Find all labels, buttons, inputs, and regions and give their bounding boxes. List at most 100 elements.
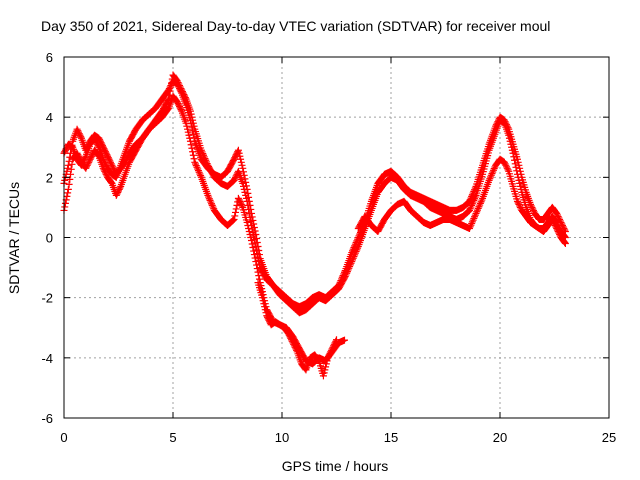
data-point bbox=[239, 164, 247, 172]
data-point bbox=[528, 203, 536, 211]
data-point bbox=[75, 128, 83, 136]
grid-lines bbox=[64, 57, 609, 418]
data-point bbox=[76, 155, 84, 163]
data-point bbox=[115, 187, 122, 195]
data-point bbox=[84, 160, 92, 168]
data-point bbox=[76, 131, 84, 139]
y-tick-label: 6 bbox=[46, 50, 53, 65]
data-point bbox=[351, 242, 359, 250]
data-point bbox=[73, 149, 81, 157]
data-point bbox=[83, 163, 91, 171]
data-point bbox=[550, 218, 558, 226]
data-point bbox=[474, 204, 482, 212]
data-point bbox=[488, 170, 496, 178]
data-point bbox=[186, 137, 194, 145]
data-point bbox=[338, 273, 346, 281]
data-point bbox=[335, 282, 343, 290]
data-point bbox=[246, 230, 254, 238]
data-point bbox=[513, 197, 521, 205]
data-point bbox=[348, 249, 356, 257]
data-point bbox=[262, 309, 270, 317]
data-point bbox=[485, 176, 493, 184]
data-point bbox=[61, 146, 69, 154]
data-point bbox=[237, 155, 245, 163]
data-point bbox=[61, 176, 69, 184]
data-point bbox=[74, 151, 82, 159]
data-point bbox=[319, 372, 327, 380]
data-point bbox=[469, 216, 477, 224]
data-point bbox=[339, 272, 347, 280]
data-point bbox=[288, 337, 296, 345]
data-point bbox=[234, 194, 242, 202]
data-point bbox=[551, 220, 558, 228]
data-point bbox=[237, 200, 245, 208]
data-point bbox=[252, 258, 260, 266]
data-point bbox=[253, 261, 261, 269]
data-point bbox=[503, 121, 511, 129]
data-point bbox=[321, 366, 329, 374]
data-point bbox=[86, 155, 94, 163]
data-point bbox=[97, 139, 105, 147]
data-point bbox=[516, 164, 524, 172]
data-point bbox=[63, 167, 71, 175]
data-point bbox=[259, 297, 267, 305]
data-point bbox=[238, 202, 246, 210]
data-point bbox=[466, 223, 474, 231]
data-point bbox=[236, 152, 244, 160]
tick-labels: 0 5 10 15 20 25 -6 -4 -2 0 2 4 6 bbox=[41, 50, 616, 445]
data-point bbox=[248, 240, 256, 248]
data-point bbox=[235, 149, 243, 157]
x-axis-label: GPS time / hours bbox=[282, 458, 389, 474]
data-point bbox=[99, 142, 107, 150]
data-point bbox=[504, 124, 512, 132]
data-markers bbox=[60, 71, 569, 380]
data-point bbox=[290, 340, 298, 348]
data-point bbox=[340, 270, 348, 278]
data-point bbox=[328, 345, 336, 353]
data-point bbox=[179, 89, 187, 97]
y-tick-label: 4 bbox=[46, 110, 53, 125]
data-point bbox=[336, 278, 344, 286]
data-point bbox=[477, 198, 485, 206]
data-point bbox=[349, 245, 357, 253]
data-point bbox=[83, 161, 91, 169]
data-point bbox=[188, 144, 196, 152]
data-point bbox=[206, 196, 214, 204]
data-point bbox=[197, 146, 205, 154]
data-point bbox=[178, 88, 186, 96]
data-point bbox=[553, 226, 561, 234]
data-point bbox=[108, 161, 116, 169]
data-point bbox=[489, 168, 497, 176]
data-point bbox=[467, 221, 475, 229]
data-point bbox=[327, 346, 335, 354]
data-point bbox=[476, 199, 484, 207]
data-point bbox=[189, 151, 197, 159]
data-point bbox=[492, 122, 500, 130]
data-point bbox=[65, 180, 73, 188]
chart-title: Day 350 of 2021, Sidereal Day-to-day VTE… bbox=[41, 18, 550, 34]
data-point bbox=[96, 137, 104, 145]
data-point bbox=[102, 170, 110, 178]
data-point bbox=[176, 83, 184, 91]
data-point bbox=[164, 105, 172, 113]
data-point bbox=[67, 165, 75, 173]
data-point bbox=[73, 125, 81, 133]
data-point bbox=[556, 215, 564, 223]
data-point bbox=[239, 182, 247, 190]
data-point bbox=[184, 128, 192, 136]
data-point bbox=[106, 157, 114, 165]
data-point bbox=[96, 136, 104, 144]
data-point bbox=[230, 215, 238, 223]
data-point bbox=[247, 237, 255, 245]
data-point bbox=[200, 151, 208, 159]
data-point bbox=[234, 146, 242, 154]
data-point bbox=[249, 244, 257, 252]
data-point bbox=[467, 203, 475, 211]
data-point bbox=[517, 170, 525, 178]
data-point bbox=[473, 208, 481, 216]
data-point bbox=[242, 191, 250, 199]
data-point bbox=[250, 251, 258, 259]
data-point bbox=[502, 119, 510, 127]
data-point bbox=[253, 265, 261, 273]
data-point bbox=[290, 342, 298, 350]
